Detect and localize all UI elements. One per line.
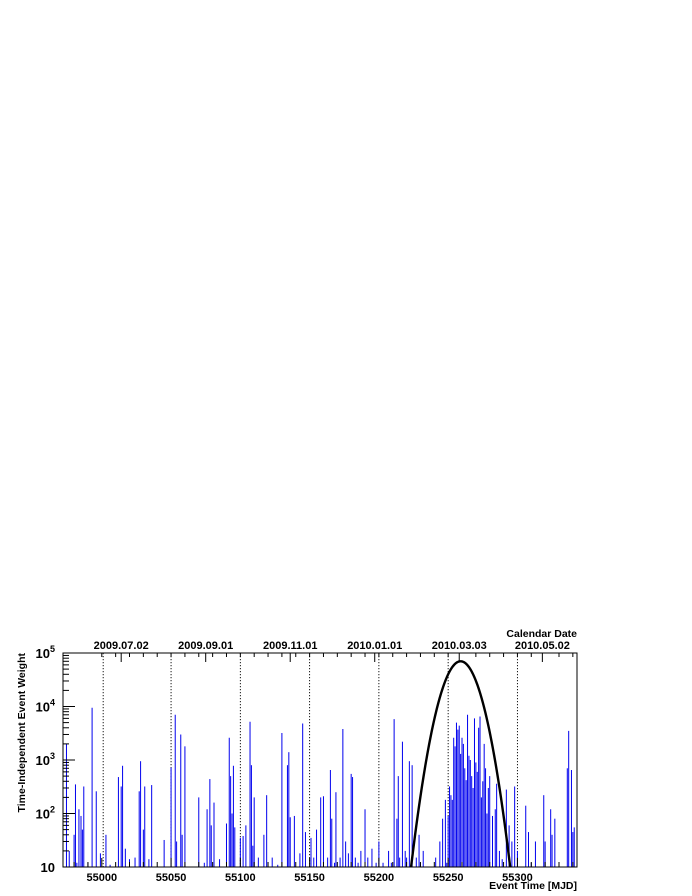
x-tick-label: 55050: [156, 872, 187, 884]
y-tick-exponent: 3: [50, 751, 55, 761]
y-tick-base: 10: [36, 807, 50, 822]
y-axis-ticks: [63, 652, 75, 868]
calendar-date-label: 2010.03.03: [432, 640, 487, 652]
event-weight-bars: [65, 707, 575, 867]
y-tick-exponent: 2: [50, 805, 55, 815]
y-tick-exponent: 4: [50, 698, 55, 708]
y-tick-label: 102: [36, 805, 55, 822]
y-axis-title: Time-Independent Event Weight: [16, 653, 28, 813]
calendar-date-label: 2010.05.02: [515, 640, 570, 652]
x-tick-label: 55250: [433, 872, 464, 884]
calendar-date-label: 2009.07.02: [94, 640, 149, 652]
x-axis-title: Event Time [MJD]: [489, 880, 577, 892]
x-tick-label: 55100: [225, 872, 256, 884]
x-tick-label: 55200: [364, 872, 395, 884]
calendar-date-label: 2009.11.01: [263, 640, 317, 652]
calendar-date-label: 2009.09.01: [178, 640, 233, 652]
calendar-date-labels: 2009.07.02 2009.09.01 2009.11.01 2010.01.01…: [94, 640, 570, 652]
y-tick-base: 10: [41, 860, 55, 875]
y-tick-exponent: 5: [50, 644, 55, 654]
y-tick-label: 104: [36, 698, 55, 715]
y-tick-base: 10: [36, 700, 50, 715]
top-axis-title: Calendar Date: [506, 628, 577, 640]
y-tick-label: 105: [36, 644, 55, 661]
calendar-date-label: 2010.01.01: [347, 640, 402, 652]
bottom-axis-ticks: [73, 858, 574, 867]
y-tick-base: 10: [36, 753, 50, 768]
x-tick-label: 55150: [294, 872, 325, 884]
time-dependent-weight-curve: [409, 660, 512, 868]
top-axis-ticks: [101, 653, 574, 662]
x-tick-label: 55300: [502, 872, 533, 884]
y-tick-label: 103: [36, 751, 55, 768]
y-tick-label: 10: [41, 860, 55, 875]
y-tick-base: 10: [36, 646, 50, 661]
x-tick-label: 55000: [86, 872, 117, 884]
x-tick-labels: 55000 55050 55100 55150 55200 55250 55300: [86, 872, 532, 884]
